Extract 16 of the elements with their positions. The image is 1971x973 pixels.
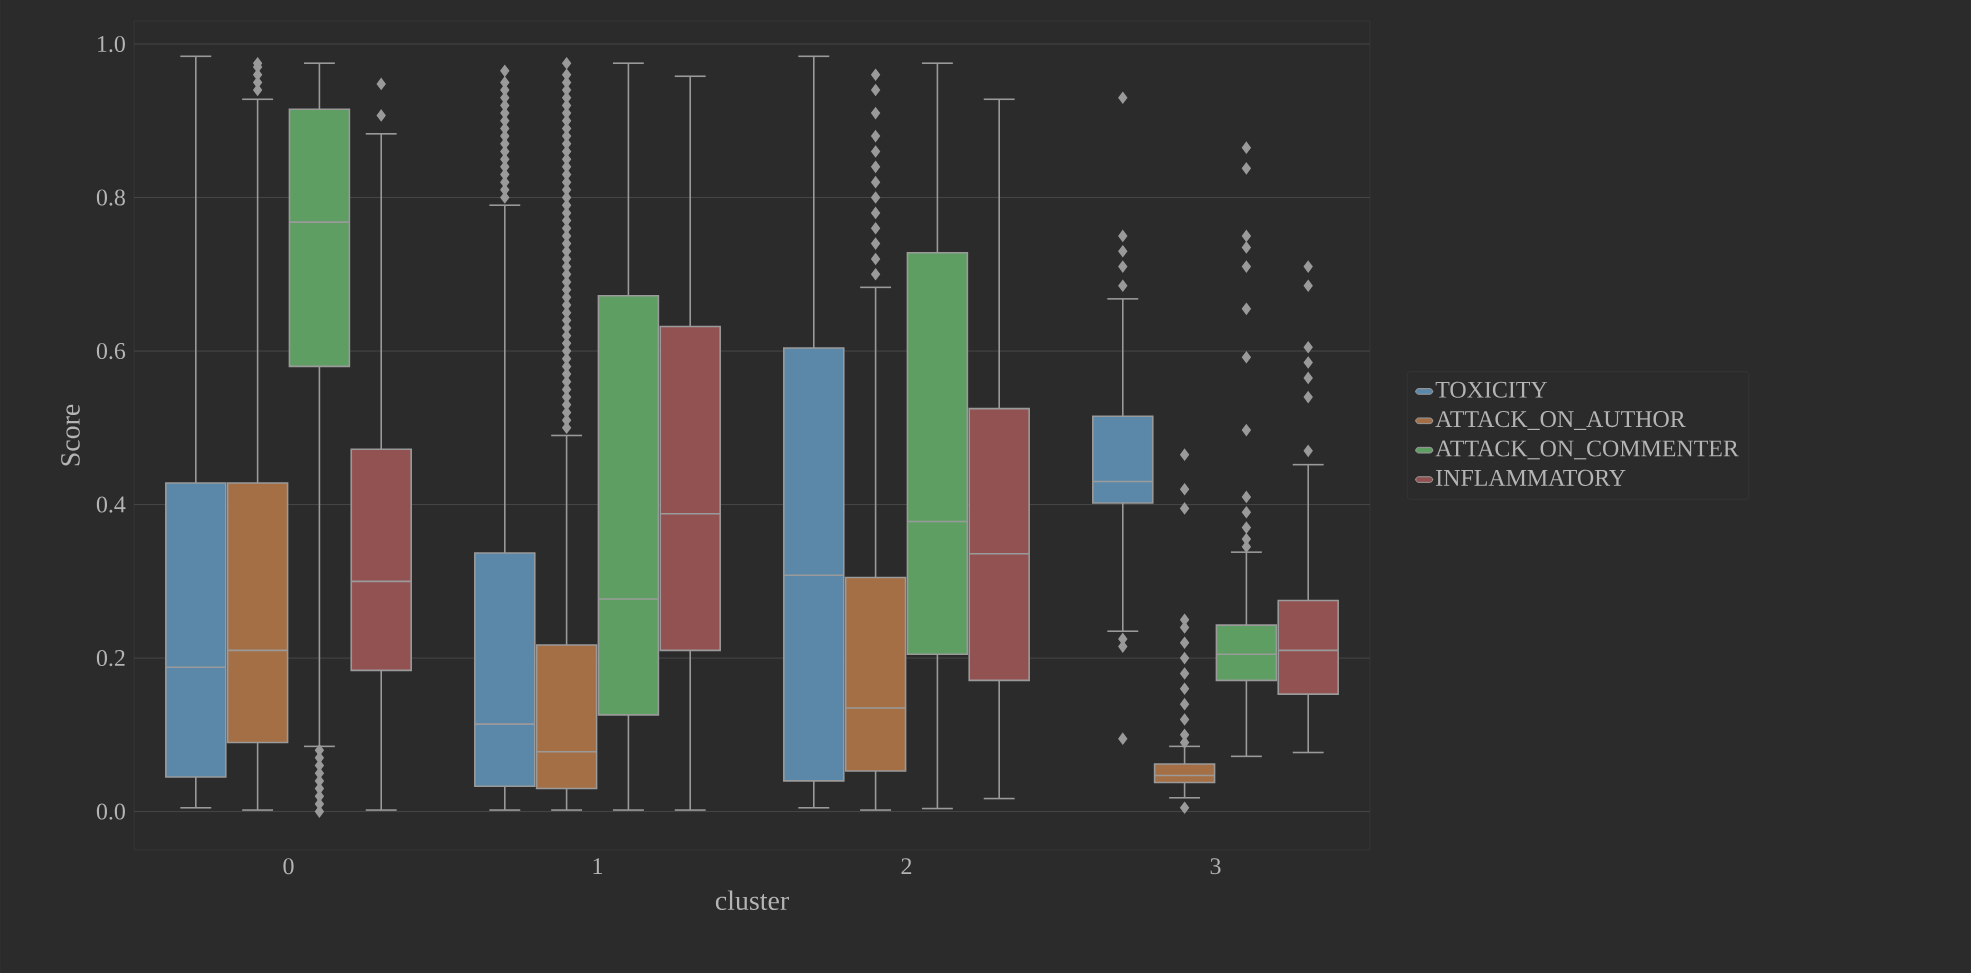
legend-label: ATTACK_ON_COMMENTER: [1435, 440, 1739, 460]
y-tick-label: 0.2: [96, 649, 125, 667]
x-axis-title: cluster: [715, 890, 789, 911]
x-tick-label: 1: [593, 858, 603, 874]
y-tick-label: 0.8: [96, 189, 125, 206]
y-tick-label: 0.4: [96, 496, 126, 513]
y-tick-label: 1.0: [98, 35, 125, 53]
legend-label: INFLAMMATORY: [1436, 469, 1626, 486]
x-tick-label: 3: [1210, 858, 1221, 875]
y-tick-label: 0.6: [96, 342, 126, 360]
legend-label: ATTACK_ON_AUTHOR: [1435, 411, 1686, 430]
legend-label: TOXICITY: [1435, 381, 1548, 398]
y-axis-title: Score: [61, 404, 80, 466]
x-tick-label: 0: [283, 858, 294, 875]
x-tick-label: 2: [901, 858, 912, 874]
y-tick-label: 0.0: [96, 803, 125, 820]
